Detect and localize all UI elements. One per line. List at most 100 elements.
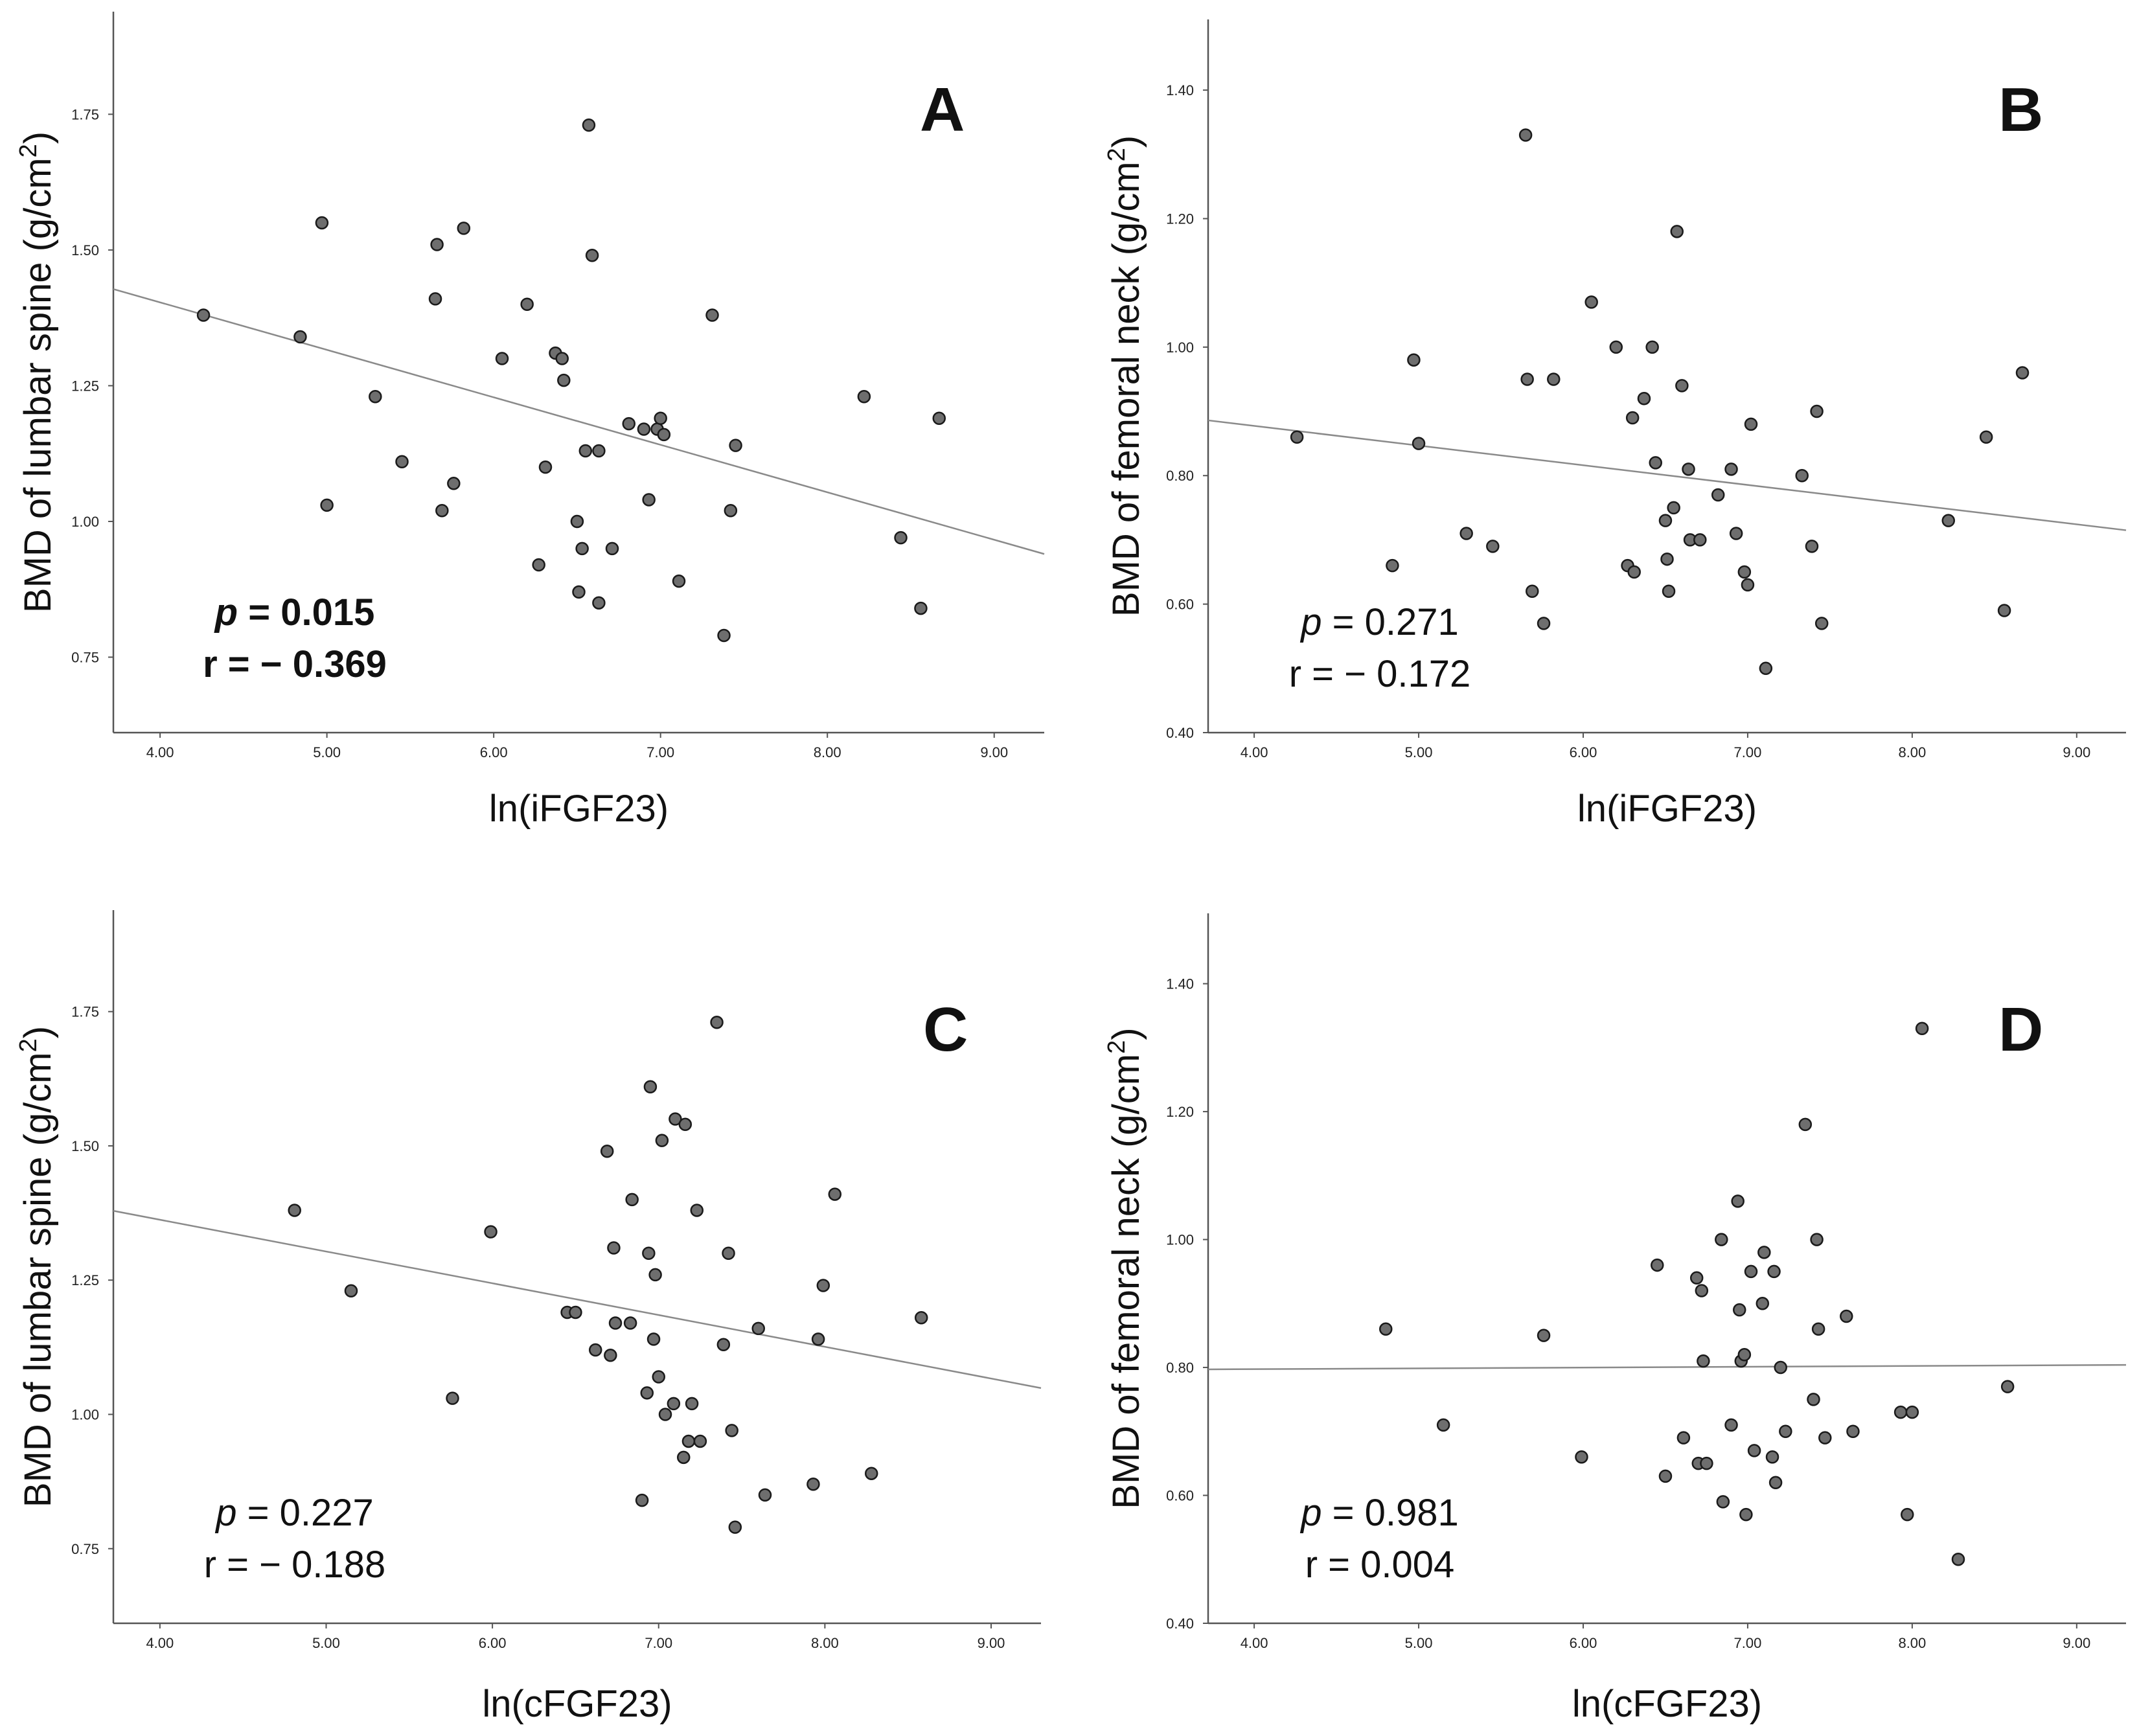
scatter-point [681, 1434, 696, 1448]
scatter-point [1715, 1233, 1728, 1246]
x-tick-label: 4.00 [146, 1635, 174, 1651]
scatter-point [1915, 1022, 1929, 1035]
scatter-point [2015, 366, 2030, 380]
y-tick-label: 1.40 [1166, 82, 1194, 98]
y-axis-title: BMD of lumbar spine (g/cm2) [15, 131, 59, 613]
scatter-point [1997, 604, 2011, 617]
scatter-point [1651, 1258, 1664, 1272]
scatter-point [758, 1488, 772, 1502]
scatter-point [1676, 1431, 1691, 1445]
x-tick-label: 6.00 [1570, 744, 1597, 760]
y-axis-title-close: ) [17, 131, 59, 144]
scatter-point [678, 1117, 692, 1132]
scatter-point [1518, 128, 1533, 142]
x-tick-label: 8.00 [1898, 1635, 1926, 1651]
scatter-point [1795, 468, 1809, 483]
scatter-point [642, 493, 656, 507]
r-value-annotation: r = 0.004 [1305, 1544, 1455, 1586]
scatter-point [857, 389, 871, 404]
scatter-point [1731, 1194, 1744, 1208]
y-tick-label: 0.40 [1166, 1616, 1194, 1632]
x-tick-label: 4.00 [1241, 744, 1268, 760]
scatter-point [1662, 584, 1676, 599]
y-axis-title-text: BMD of femoral neck (g/cm [1105, 1054, 1147, 1509]
scatter-point [623, 1316, 637, 1330]
y-tick-label: 1.40 [1166, 976, 1194, 992]
scatter-point [685, 1397, 699, 1411]
scatter-point [1670, 225, 1684, 238]
scatter-point [646, 1332, 661, 1346]
panel-d: D 4.00 5.00 6.00 7.00 8.00 9.00 0.40 0.60 0.80 1.… [1103, 913, 2127, 1725]
scatter-point [1798, 1117, 1813, 1132]
panel-b: B 4.00 5.00 6.00 7.00 8.00 9.00 0.40 0.60 0.80 1.… [1103, 19, 2127, 830]
x-tick-label: 7.00 [645, 1635, 672, 1651]
scatter-point [728, 1520, 742, 1534]
p-symbol: p [1299, 1492, 1321, 1534]
scatter-point [1675, 379, 1689, 393]
scatter-point [1695, 1284, 1709, 1297]
scatter-point [592, 444, 606, 458]
p-value-annotation: p = 0.271 [1299, 601, 1459, 643]
scatter-point [532, 558, 545, 572]
p-value-annotation: p = 0.227 [214, 1492, 374, 1534]
p-symbol: p [214, 1492, 236, 1534]
y-axis-title-text: BMD of lumbar spine (g/cm [17, 1052, 59, 1507]
y-axis-title-text: BMD of femoral neck (g/cm [1105, 161, 1147, 617]
panel-letter: A [920, 75, 965, 144]
scatter-point [1767, 1264, 1781, 1279]
scatter-point [667, 1397, 681, 1411]
scatter-point [1759, 661, 1773, 676]
x-tick-label: 8.00 [1898, 744, 1926, 760]
scatter-point [1526, 584, 1539, 599]
scatter-point [288, 1204, 301, 1217]
scatter-point [1407, 353, 1421, 367]
scatter-point [592, 596, 606, 610]
scatter-point [1846, 1424, 1860, 1439]
scatter-point [395, 455, 409, 469]
x-tick-label: 9.00 [2063, 1635, 2090, 1651]
scatter-point [1584, 295, 1598, 309]
scatter-point [575, 542, 589, 556]
scatter-point [447, 477, 461, 490]
scatter-point [1537, 617, 1551, 630]
scatter-point [1807, 1393, 1820, 1406]
x-tick-label: 7.00 [1734, 744, 1762, 760]
scatter-point [569, 1305, 582, 1319]
scatter-point [320, 498, 334, 512]
scatter-point [1711, 488, 1725, 502]
y-axis-title-close: ) [1105, 1027, 1147, 1040]
regression-line [113, 288, 1045, 555]
y-axis-title: BMD of femoral neck (g/cm2) [1103, 135, 1147, 617]
scatter-point [655, 1134, 669, 1147]
scatter-point [1805, 540, 1819, 553]
scatter-point [1486, 540, 1500, 553]
scatter-point [1840, 1309, 1853, 1323]
x-tick-label: 6.00 [479, 1635, 507, 1651]
scatter-point [446, 1391, 459, 1405]
scatter-point [1386, 558, 1399, 573]
y-axis-title-superscript: 2 [1103, 148, 1130, 161]
p-value: = 0.015 [238, 591, 374, 634]
scatter-point [1649, 456, 1662, 470]
panel-c: C 4.00 5.00 6.00 7.00 8.00 9.00 0.75 1.00 1.25 1.… [15, 910, 1042, 1725]
scatter-point [435, 503, 449, 518]
scatter-point [1818, 1431, 1832, 1445]
x-tick-label: 7.00 [1734, 1635, 1762, 1651]
y-tick-label: 0.80 [1166, 468, 1194, 484]
scatter-point [1741, 578, 1755, 592]
y-tick-label: 1.25 [71, 378, 99, 394]
scatter-point [430, 238, 444, 251]
scatter-point [457, 222, 471, 235]
scatter-point [1658, 514, 1673, 527]
y-tick-label: 0.40 [1166, 725, 1194, 741]
y-axis-title-close: ) [17, 1026, 59, 1038]
panel-a: A 4.00 5.00 6.00 7.00 8.00 9.00 0.75 1.00 1.25 1.… [15, 12, 1045, 830]
x-tick-label: 6.00 [480, 744, 508, 760]
scatter-point [914, 601, 928, 615]
scatter-point [1901, 1507, 1914, 1522]
x-tick-label: 6.00 [1570, 1635, 1597, 1651]
scatter-point [672, 574, 686, 588]
y-tick-label: 1.20 [1166, 1104, 1194, 1120]
scatter-point [1693, 533, 1707, 547]
scatter-point [716, 1338, 731, 1351]
